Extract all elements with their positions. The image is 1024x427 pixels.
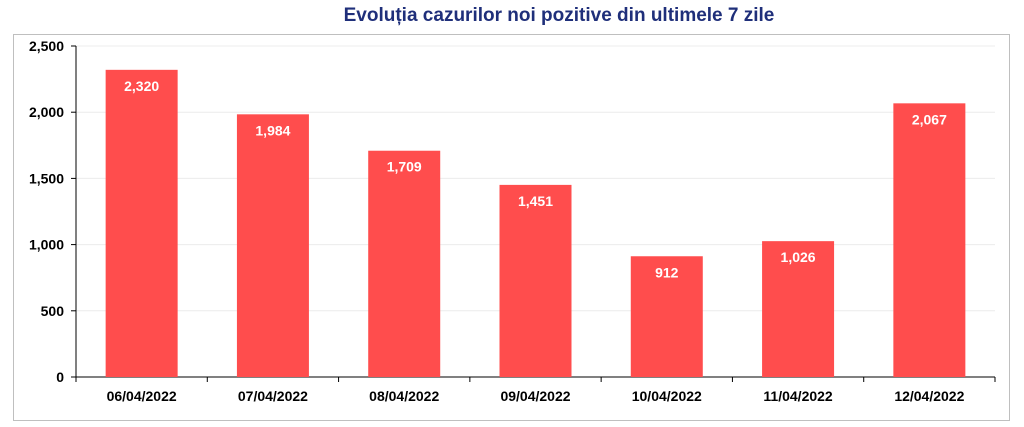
bar-value-label: 1,984 bbox=[255, 122, 290, 138]
bar bbox=[499, 184, 572, 377]
bar-value-label: 1,026 bbox=[781, 249, 816, 265]
y-tick-label: 1,000 bbox=[29, 237, 64, 253]
bar-value-labels: 2,320 1,984 1,709 1,451 912 1,026 2,067 bbox=[124, 78, 947, 280]
x-tick-label: 08/04/2022 bbox=[369, 388, 439, 404]
bar bbox=[893, 103, 966, 378]
bar bbox=[105, 69, 178, 377]
chart-frame bbox=[13, 34, 1010, 421]
x-tick-label: 10/04/2022 bbox=[632, 388, 702, 404]
x-tick-label: 06/04/2022 bbox=[107, 388, 177, 404]
bar-value-label: 1,451 bbox=[518, 193, 553, 209]
x-tick-label: 11/04/2022 bbox=[763, 388, 833, 404]
bar bbox=[630, 256, 703, 377]
bar-value-label: 2,067 bbox=[912, 111, 947, 127]
y-tick-label: 1,500 bbox=[29, 170, 64, 186]
y-axis-ticks: 0 500 1,000 1,500 2,000 2,500 bbox=[29, 38, 64, 385]
bar-value-label: 2,320 bbox=[124, 78, 159, 94]
chart-title: Evoluția cazurilor noi pozitive din ulti… bbox=[343, 5, 775, 26]
bars bbox=[105, 69, 966, 378]
x-tick-label: 09/04/2022 bbox=[500, 388, 570, 404]
x-axis-ticks: 06/04/2022 07/04/2022 08/04/2022 09/04/2022… bbox=[107, 388, 965, 404]
x-tick-label: 07/04/2022 bbox=[238, 388, 308, 404]
bar bbox=[236, 114, 309, 378]
bar-value-label: 1,709 bbox=[387, 159, 422, 175]
y-tick-label: 0 bbox=[56, 369, 64, 385]
bar bbox=[368, 150, 441, 377]
bar-value-label: 912 bbox=[655, 264, 679, 280]
bar bbox=[762, 241, 835, 377]
y-tick-label: 2,500 bbox=[29, 38, 64, 54]
y-tick-label: 2,000 bbox=[29, 104, 64, 120]
y-tick-label: 500 bbox=[41, 303, 65, 319]
x-tick-label: 12/04/2022 bbox=[894, 388, 964, 404]
